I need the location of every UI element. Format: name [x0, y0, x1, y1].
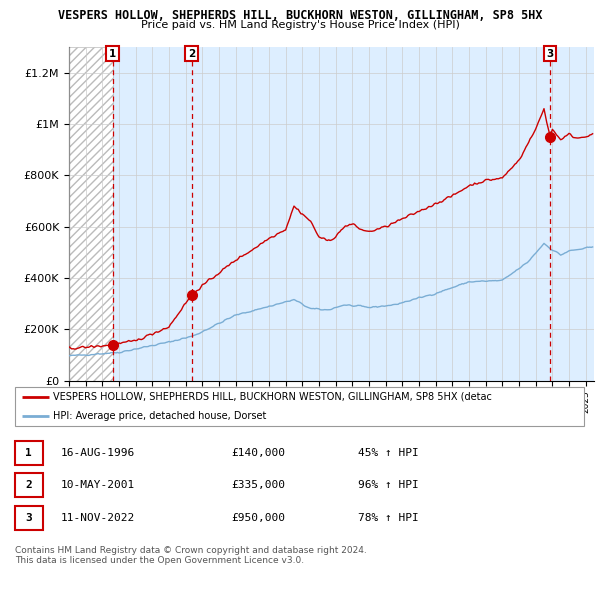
Bar [69, 47, 113, 381]
Text: Contains HM Land Registry data © Crown copyright and database right 2024.: Contains HM Land Registry data © Crown c… [15, 546, 367, 555]
Text: £335,000: £335,000 [231, 480, 285, 490]
FancyBboxPatch shape [15, 387, 584, 426]
Text: 78% ↑ HPI: 78% ↑ HPI [358, 513, 418, 523]
Bar [113, 47, 191, 381]
FancyBboxPatch shape [15, 506, 43, 530]
Text: 1: 1 [25, 448, 32, 457]
Text: 45% ↑ HPI: 45% ↑ HPI [358, 448, 418, 457]
Text: 2: 2 [25, 480, 32, 490]
FancyBboxPatch shape [15, 473, 43, 497]
Text: 1: 1 [109, 49, 116, 59]
Text: 3: 3 [25, 513, 32, 523]
Text: 2: 2 [188, 49, 195, 59]
Text: 10-MAY-2001: 10-MAY-2001 [61, 480, 135, 490]
Text: HPI: Average price, detached house, Dorset: HPI: Average price, detached house, Dors… [53, 411, 267, 421]
Text: Price paid vs. HM Land Registry's House Price Index (HPI): Price paid vs. HM Land Registry's House … [140, 20, 460, 30]
Text: 11-NOV-2022: 11-NOV-2022 [61, 513, 135, 523]
Text: VESPERS HOLLOW, SHEPHERDS HILL, BUCKHORN WESTON, GILLINGHAM, SP8 5HX: VESPERS HOLLOW, SHEPHERDS HILL, BUCKHORN… [58, 9, 542, 22]
FancyBboxPatch shape [15, 441, 43, 464]
Text: £950,000: £950,000 [231, 513, 285, 523]
Bar [550, 47, 594, 381]
Bar [191, 47, 550, 381]
Text: VESPERS HOLLOW, SHEPHERDS HILL, BUCKHORN WESTON, GILLINGHAM, SP8 5HX (detac: VESPERS HOLLOW, SHEPHERDS HILL, BUCKHORN… [53, 392, 493, 402]
Text: 3: 3 [547, 49, 554, 59]
Text: This data is licensed under the Open Government Licence v3.0.: This data is licensed under the Open Gov… [15, 556, 304, 565]
Text: £140,000: £140,000 [231, 448, 285, 457]
Text: 16-AUG-1996: 16-AUG-1996 [61, 448, 135, 457]
Text: 96% ↑ HPI: 96% ↑ HPI [358, 480, 418, 490]
Bar [69, 47, 113, 381]
